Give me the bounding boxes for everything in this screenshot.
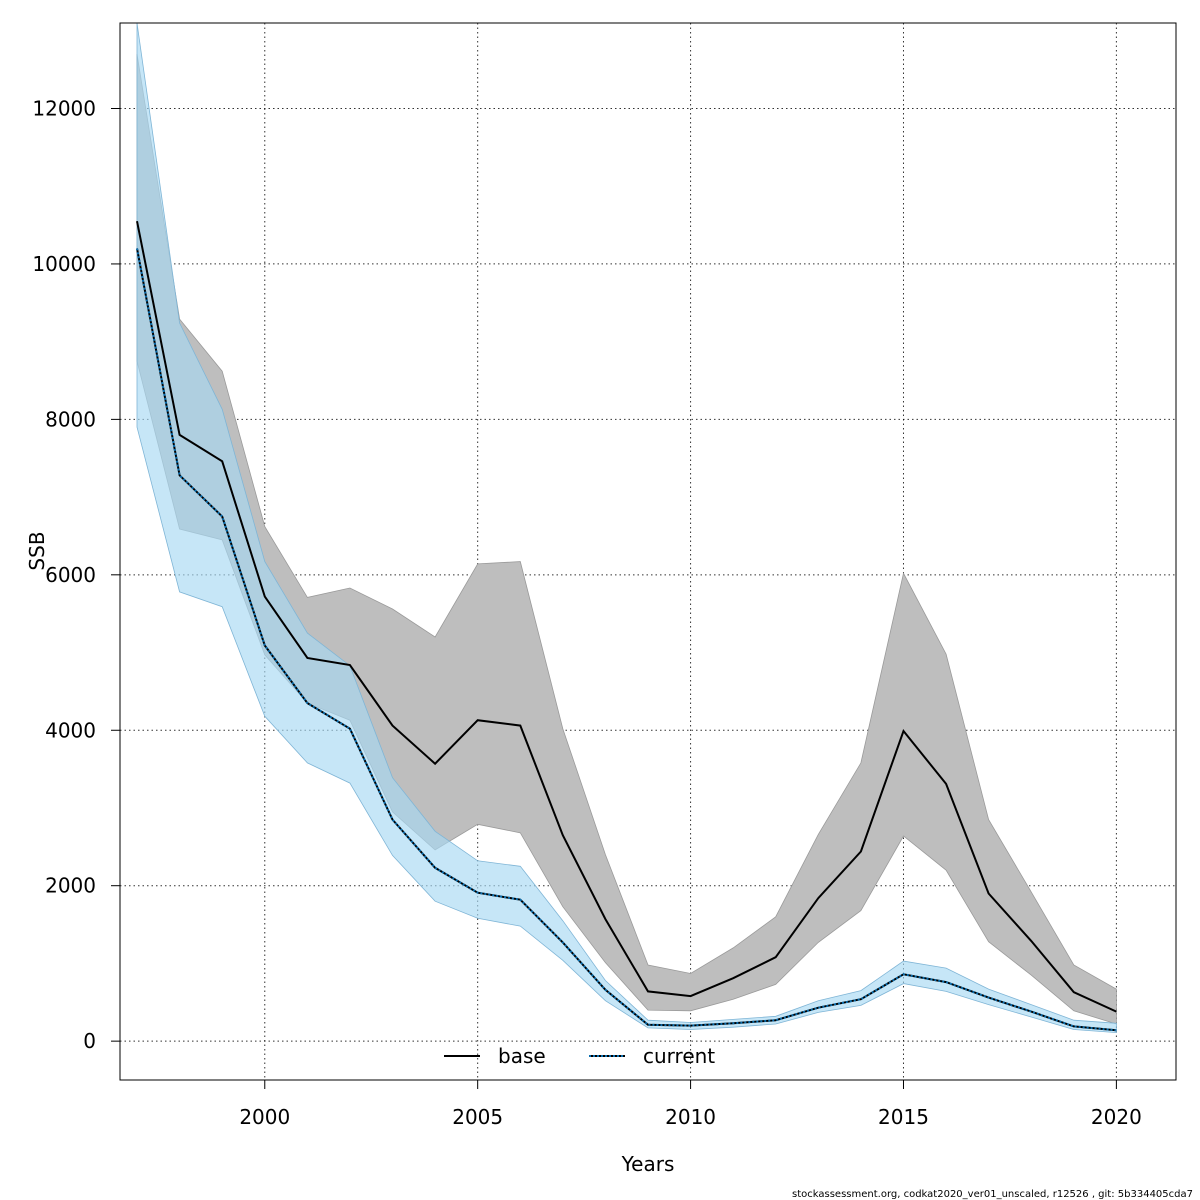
line-base bbox=[136, 221, 1117, 1013]
line-current-dots bbox=[136, 248, 1117, 1032]
x-axis-title: Years bbox=[621, 1152, 675, 1176]
x-tick-label-2005: 2005 bbox=[452, 1105, 503, 1129]
x-tick-label-2000: 2000 bbox=[239, 1105, 290, 1129]
x-tick-label-2010: 2010 bbox=[665, 1105, 716, 1129]
x-tick-label-2020: 2020 bbox=[1091, 1105, 1142, 1129]
y-tick-label-0: 0 bbox=[83, 1029, 96, 1053]
confidence-bands bbox=[136, 22, 1117, 1034]
series-lines bbox=[136, 221, 1117, 1032]
y-axis-title: SSB bbox=[25, 531, 49, 570]
footnote: stockassessment.org, codkat2020_ver01_un… bbox=[792, 1189, 1193, 1200]
axes: 2000 2005 2010 2015 2020 0 2000 4000 6000 8000 100… bbox=[32, 96, 1141, 1129]
plot-frame bbox=[119, 22, 1177, 1081]
legend-label-current: current bbox=[643, 1044, 715, 1068]
y-tick-label-2000: 2000 bbox=[45, 874, 96, 898]
y-tick-label-4000: 4000 bbox=[45, 718, 96, 742]
band-base bbox=[136, 54, 1117, 1025]
y-tick-label-12000: 12000 bbox=[32, 96, 96, 120]
band-current bbox=[136, 22, 1117, 1034]
y-tick-label-8000: 8000 bbox=[45, 407, 96, 431]
legend-label-base: base bbox=[498, 1044, 546, 1068]
y-tick-label-6000: 6000 bbox=[45, 563, 96, 587]
x-tick-label-2015: 2015 bbox=[878, 1105, 929, 1129]
y-tick-label-10000: 10000 bbox=[32, 252, 96, 276]
legend: base current bbox=[444, 1044, 715, 1068]
